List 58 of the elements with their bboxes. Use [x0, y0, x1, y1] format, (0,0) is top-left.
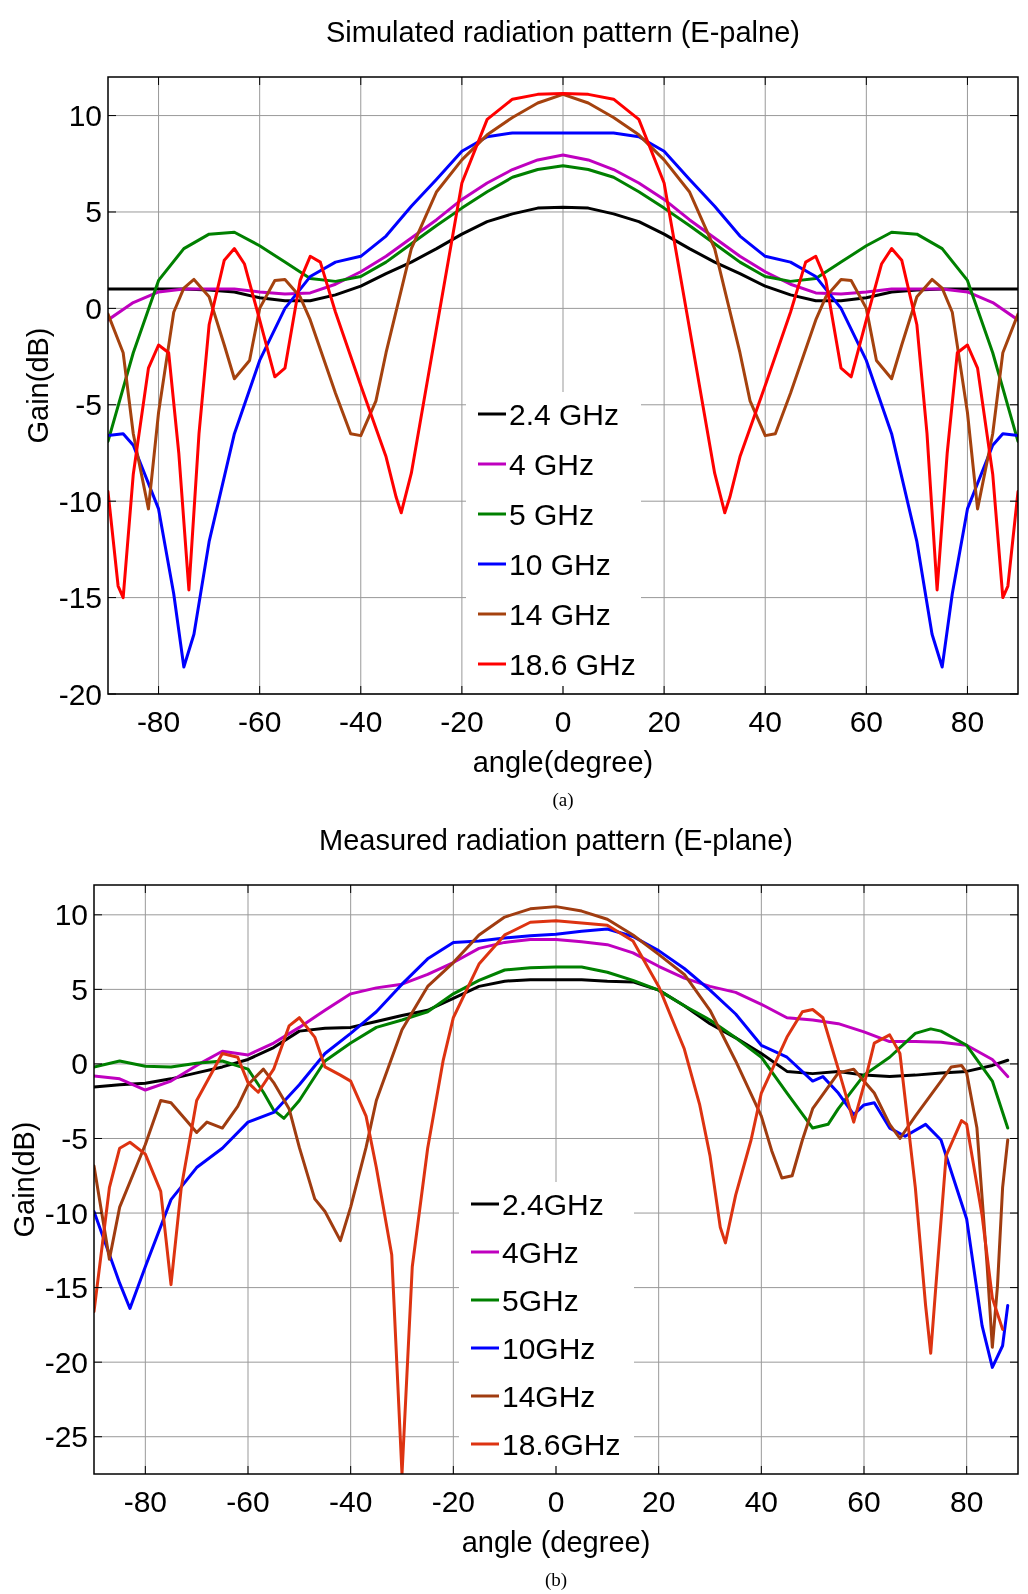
- y-tick-label: -5: [75, 388, 102, 422]
- legend-label: 10GHz: [502, 1331, 596, 1365]
- x-tick-label: 80: [950, 705, 985, 738]
- x-tick-label: 60: [847, 1485, 881, 1518]
- y-tick-label: 10: [68, 99, 102, 133]
- y-tick-label: -20: [44, 1345, 88, 1379]
- y-axis-title: Gain(dB): [22, 327, 54, 444]
- y-tick-label: 0: [85, 291, 102, 325]
- x-tick-label: -40: [328, 1485, 373, 1518]
- legend-label: 5 GHz: [509, 497, 595, 531]
- legend-label: 18.6GHz: [502, 1427, 621, 1461]
- x-tick-label: -40: [339, 705, 383, 738]
- text: (a): [552, 789, 574, 811]
- x-tick-label: -80: [123, 1485, 168, 1518]
- legend-label: 14GHz: [502, 1379, 596, 1413]
- legend-label: 14 GHz: [509, 597, 611, 631]
- legend-label: 2.4GHz: [502, 1187, 604, 1221]
- legend-label: 2.4 GHz: [509, 397, 620, 431]
- line-series: [94, 919, 1005, 1474]
- y-axis-title: Gain(dB): [8, 1121, 40, 1238]
- x-tick-label: 40: [748, 705, 782, 738]
- x-axis-title: angle (degree): [461, 1526, 651, 1558]
- x-tick-label: 20: [641, 1485, 676, 1518]
- y-tick-label: -15: [44, 1271, 88, 1305]
- legend-label: 18.6 GHz: [509, 647, 636, 681]
- x-tick-label: 20: [647, 705, 681, 738]
- y-tick-label: -25: [44, 1420, 88, 1454]
- y-tick-label: 10: [54, 898, 88, 932]
- chart-title: Simulated radiation pattern (E-palne): [326, 16, 800, 48]
- legend-label: 5GHz: [502, 1283, 579, 1317]
- legend-label: 10 GHz: [509, 547, 611, 581]
- x-tick-label: 40: [744, 1485, 779, 1518]
- x-tick-label: -60: [226, 1485, 270, 1518]
- line-series: [108, 91, 1018, 600]
- y-tick-label: -5: [61, 1121, 88, 1155]
- x-tick-label: -20: [440, 705, 484, 738]
- y-tick-label: -10: [58, 484, 102, 518]
- line-series: [94, 965, 1010, 1130]
- y-tick-label: -20: [58, 677, 102, 711]
- y-tick-label: 5: [85, 195, 102, 229]
- x-tick-label: 80: [949, 1485, 984, 1518]
- y-tick-label: 5: [71, 972, 88, 1006]
- x-axis-title: angle(degree): [472, 746, 654, 778]
- x-tick-label: -60: [237, 705, 282, 738]
- y-tick-label: -10: [44, 1196, 88, 1230]
- y-tick-label: 0: [71, 1047, 88, 1081]
- x-tick-label: -20: [431, 1485, 476, 1518]
- x-tick-label: 60: [849, 705, 884, 738]
- line-series: [94, 937, 1010, 1092]
- x-tick-label: 0: [547, 1485, 565, 1518]
- line-series: [108, 164, 1018, 443]
- chart-title: Measured radiation pattern (E-plane): [319, 824, 793, 856]
- y-tick-label: -15: [58, 581, 102, 615]
- legend-label: 4GHz: [502, 1235, 579, 1269]
- x-tick-label: -80: [136, 705, 181, 738]
- legend-label: 4 GHz: [509, 447, 595, 481]
- text: (b): [544, 1569, 568, 1591]
- x-tick-label: 0: [554, 705, 572, 738]
